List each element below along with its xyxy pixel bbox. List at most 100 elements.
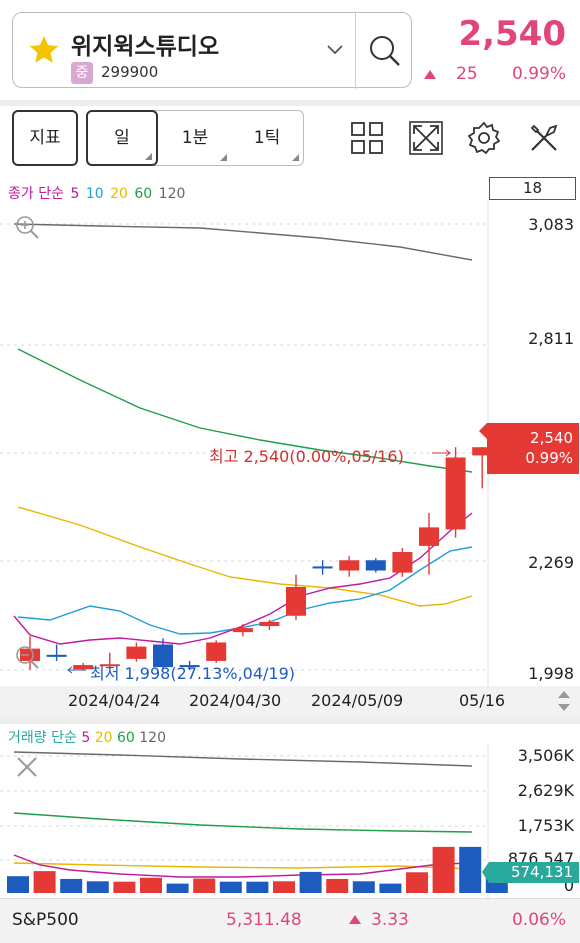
current-price-tag-price: 2,540 xyxy=(530,429,573,447)
volume-bar xyxy=(459,846,482,893)
index-name: S&P500 xyxy=(12,910,79,930)
candle-body xyxy=(259,621,280,627)
zoom-in-icon[interactable] xyxy=(14,214,40,240)
x-label-2: 2024/04/30 xyxy=(189,691,282,710)
vol-ma-120: 120 xyxy=(139,730,166,746)
stock-header: 위지윅스튜디오 중 299900 2,540 25 0.99% xyxy=(0,0,580,100)
ma-20-line xyxy=(17,506,473,607)
vol-ma-60-line xyxy=(13,812,473,833)
period-day-label: 일 xyxy=(114,128,130,148)
search-icon[interactable] xyxy=(365,31,405,71)
market-badge: 중 xyxy=(71,62,93,84)
vol-y-label-2: 2,629K xyxy=(517,781,574,800)
index-value: 5,311.48 xyxy=(226,910,302,930)
chart-toolbar: 지표 일 1분 1틱 xyxy=(0,106,580,172)
volume-bar xyxy=(166,883,189,893)
settings-gear-icon[interactable] xyxy=(466,120,502,156)
vol-ma-5-line xyxy=(13,854,473,878)
candle-body xyxy=(472,447,493,456)
candle-body xyxy=(286,586,306,616)
vol-ma-5: 5 xyxy=(81,730,91,746)
ma-legend-prefix: 종가 단순 xyxy=(8,186,64,202)
y-label-bottom: 1,998 xyxy=(528,664,574,683)
corner-triangle-icon xyxy=(292,154,299,161)
layout-grid-icon[interactable] xyxy=(349,120,385,156)
scroll-updown-icon[interactable] xyxy=(556,690,572,712)
volume-legend-prefix: 거래량 단순 xyxy=(8,730,77,746)
favorite-star-icon[interactable] xyxy=(27,33,61,67)
stock-search-box[interactable]: 위지윅스튜디오 중 299900 xyxy=(12,12,412,89)
stock-name[interactable]: 위지윅스튜디오 xyxy=(71,34,220,60)
current-price-tag-percent: 0.99% xyxy=(525,449,573,467)
up-arrow-icon xyxy=(349,915,361,924)
ma-120-line xyxy=(13,223,473,261)
search-divider xyxy=(355,13,356,89)
period-1tick-button[interactable]: 1틱 xyxy=(231,111,303,165)
ma-60-line xyxy=(17,348,473,473)
corner-triangle-icon xyxy=(220,154,227,161)
vol-y-label-1: 3,506K xyxy=(517,746,574,765)
current-price-tag: 2,540 0.99% xyxy=(479,423,579,474)
period-day-button[interactable]: 일 xyxy=(86,110,158,166)
volume-bar xyxy=(219,881,242,893)
volume-bar xyxy=(33,871,56,893)
candle-body xyxy=(153,644,173,668)
candle-body xyxy=(445,457,466,530)
period-1tick-label: 1틱 xyxy=(253,128,281,148)
candle-body xyxy=(339,560,360,571)
volume-bar xyxy=(113,881,136,893)
zoom-out-icon[interactable] xyxy=(14,644,40,670)
current-price: 2,540 xyxy=(458,14,566,54)
high-arrow-head xyxy=(445,449,451,457)
period-selector: 일 1분 1틱 xyxy=(86,110,304,166)
candle-body xyxy=(419,527,439,546)
stock-code: 299900 xyxy=(101,63,159,81)
price-change-percent: 0.99% xyxy=(511,64,566,84)
ma-5: 5 xyxy=(70,186,80,202)
candle-body xyxy=(365,560,386,571)
volume-chart[interactable] xyxy=(0,745,580,898)
volume-legend: 거래량 단순 5 20 60 120 xyxy=(8,727,166,747)
candle-body xyxy=(46,654,67,657)
chevron-down-icon[interactable] xyxy=(325,39,345,59)
candle-body xyxy=(232,628,253,633)
fullscreen-icon[interactable] xyxy=(408,120,444,156)
candle-count-box[interactable]: 18 xyxy=(489,177,576,200)
close-icon[interactable] xyxy=(14,754,40,780)
volume-bar xyxy=(193,878,216,893)
x-axis-bar xyxy=(0,686,580,716)
x-label-3: 2024/05/09 xyxy=(311,691,404,710)
x-label-4: 05/16 xyxy=(459,691,506,710)
corner-triangle-icon xyxy=(145,153,152,160)
vol-y-label-3: 1,753K xyxy=(517,816,574,835)
volume-bar xyxy=(140,877,162,893)
candles-group xyxy=(20,447,493,670)
low-arrow-head xyxy=(67,666,73,674)
candle-body xyxy=(126,646,147,659)
volume-bar xyxy=(352,881,375,893)
high-annotation: 최고 2,540(0.00%,05/16) xyxy=(209,447,404,466)
tools-icon[interactable] xyxy=(526,120,562,156)
divider xyxy=(0,100,580,106)
divider xyxy=(0,716,580,724)
candle-body xyxy=(312,566,333,569)
volume-bar xyxy=(326,878,349,893)
index-ticker-footer[interactable]: S&P500 5,311.48 3.33 0.06% xyxy=(0,898,580,943)
candle-body xyxy=(206,642,227,661)
price-chart[interactable] xyxy=(0,200,580,686)
ma-60: 60 xyxy=(134,186,153,202)
indicator-button[interactable]: 지표 xyxy=(12,110,78,166)
period-1min-label: 1분 xyxy=(181,128,209,148)
ma-120: 120 xyxy=(158,186,186,202)
candle-body xyxy=(179,665,200,668)
volume-bar xyxy=(406,872,428,893)
x-label-1: 2024/04/24 xyxy=(68,691,161,710)
volume-bar xyxy=(432,846,455,893)
current-volume-tag: 574,131 xyxy=(482,862,579,883)
y-label-top: 3,083 xyxy=(528,215,574,234)
candle-body xyxy=(73,665,94,670)
period-1min-button[interactable]: 1분 xyxy=(159,111,231,165)
ma-20: 20 xyxy=(110,186,128,202)
volume-bar xyxy=(60,878,83,893)
volume-bar xyxy=(246,881,269,893)
